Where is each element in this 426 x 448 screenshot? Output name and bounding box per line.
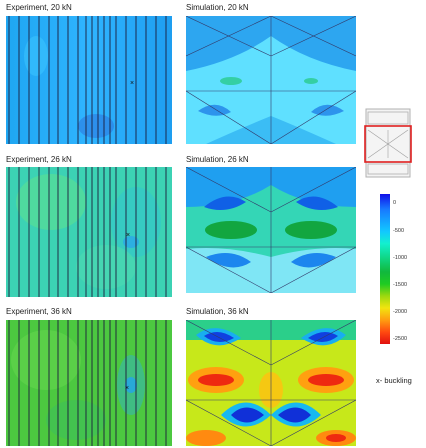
frame-diagram [362,106,414,180]
svg-text:×: × [130,80,134,87]
svg-text:×: × [126,232,130,239]
experiment-20kn-image: × [6,16,172,144]
legend-tick-2000: -2000 [393,309,408,315]
simulation-36kn-title: Simulation, 36 kN [186,307,249,316]
simulation-26kn-image [186,167,356,293]
svg-text:×: × [125,385,129,392]
legend-caption: x- buckling [376,376,412,385]
frame-highlight-box [364,125,412,163]
experiment-36kn-title: Experiment, 36 kN [6,307,72,316]
color-scale-bar [380,194,390,344]
legend-tick-1000: -1000 [393,255,408,261]
simulation-20kn-title: Simulation, 20 kN [186,3,249,12]
simulation-36kn-image [186,320,356,446]
experiment-26kn-image: × [6,167,172,297]
legend-tick-2500: -2500 [393,336,408,342]
experiment-20kn-title: Experiment, 20 kN [6,3,72,12]
experiment-36kn-image: × [6,320,172,446]
experiment-26kn-title: Experiment, 26 kN [6,155,72,164]
legend-tick-0: 0 [393,200,397,206]
simulation-26kn-title: Simulation, 26 kN [186,155,249,164]
legend-tick-1500: -1500 [393,282,408,288]
simulation-20kn-image [186,16,356,144]
legend-tick-500: -500 [393,228,405,234]
